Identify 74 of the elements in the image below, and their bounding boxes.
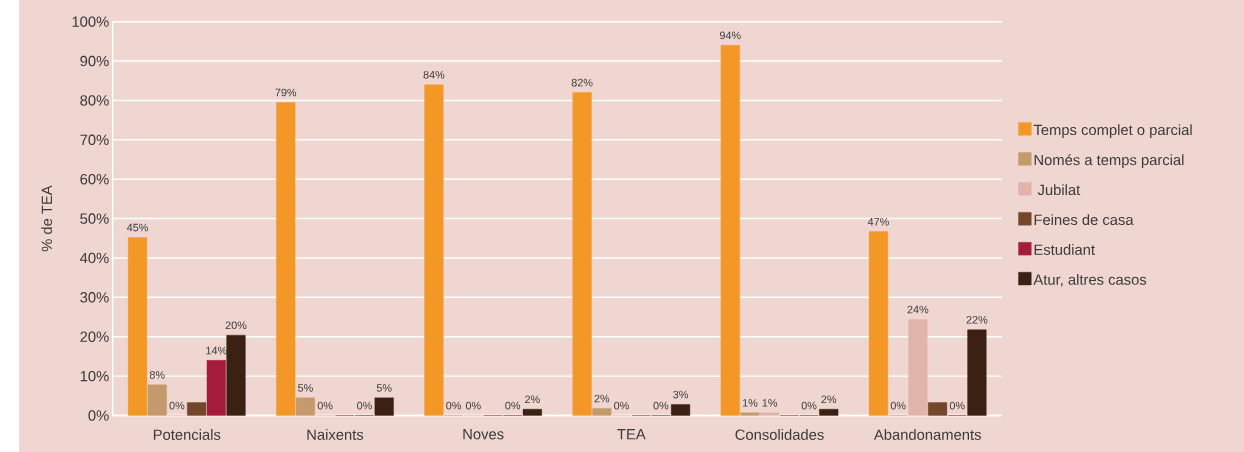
y-tick-label: 70% <box>80 134 109 146</box>
y-tick-label: 100% <box>72 16 109 27</box>
bar <box>295 397 315 416</box>
data-label: 0% <box>653 401 669 410</box>
y-axis-title: % de TEA <box>41 185 53 252</box>
data-label: 5% <box>298 384 313 392</box>
y-tick-label: 10% <box>80 370 109 382</box>
data-label: 0% <box>317 401 333 410</box>
x-tick-label: Abandonaments <box>873 429 981 440</box>
bar <box>226 334 246 416</box>
data-label: 22% <box>966 315 988 324</box>
y-tick-label: 60% <box>80 174 109 185</box>
bar <box>927 402 948 416</box>
data-label: 2% <box>594 394 610 403</box>
bar <box>374 397 394 416</box>
y-tick-label: 40% <box>79 252 109 264</box>
legend-label: Jubilat <box>1037 184 1081 196</box>
y-tick-label: 0% <box>88 410 109 421</box>
bar <box>967 329 987 416</box>
y-tick-label: 30% <box>80 292 109 303</box>
data-label: 0% <box>801 401 817 410</box>
data-label: 1% <box>762 399 778 407</box>
x-tick-label: Consolidades <box>735 429 824 440</box>
data-label: 2% <box>821 395 837 404</box>
y-tick-label: 50% <box>80 213 109 224</box>
data-label: 47% <box>867 217 889 226</box>
bar <box>424 84 444 416</box>
data-label: 24% <box>907 305 929 314</box>
legend-label: Feines de casa <box>1034 214 1134 226</box>
bar <box>276 102 296 416</box>
bar <box>740 412 760 416</box>
legend-label: Només a temps parcial <box>1034 154 1184 169</box>
bar <box>671 404 691 416</box>
data-label: 8% <box>149 371 165 379</box>
data-label: 0% <box>446 401 462 410</box>
data-label: 0% <box>357 401 372 410</box>
bar <box>720 45 740 416</box>
bar <box>187 402 207 416</box>
bar <box>206 360 226 416</box>
bar <box>819 409 839 416</box>
data-label: 84% <box>423 70 445 79</box>
bar <box>522 409 542 416</box>
x-tick-label: Noves <box>463 429 504 440</box>
data-label: 79% <box>275 88 297 97</box>
y-tick-label: 80% <box>80 95 109 106</box>
bar <box>908 319 928 416</box>
data-label: 82% <box>571 78 593 87</box>
data-label: 0% <box>465 401 481 410</box>
legend-label: Atur, altres casos <box>1033 274 1147 287</box>
data-label: 1% <box>742 399 758 407</box>
x-tick-label: Naixents <box>307 429 364 440</box>
bar <box>147 384 167 416</box>
data-label: 2% <box>525 395 540 404</box>
data-label: 0% <box>505 401 521 410</box>
data-label: 45% <box>126 223 148 232</box>
data-label: 0% <box>169 401 185 410</box>
bar <box>868 231 889 416</box>
legend-label: Estudiant <box>1034 244 1095 255</box>
data-label: 20% <box>225 321 247 330</box>
bar <box>572 92 592 416</box>
x-tick-label: TEA <box>617 429 646 440</box>
legend-label: Temps complet o parcial <box>1033 124 1192 139</box>
bar <box>592 408 612 416</box>
data-label: 0% <box>890 401 906 410</box>
y-tick-label: 20% <box>80 331 109 342</box>
data-label: 3% <box>673 390 688 399</box>
data-label: 5% <box>376 384 392 392</box>
bar <box>127 237 148 416</box>
x-tick-label: Potencials <box>153 429 221 440</box>
bar <box>760 412 780 416</box>
data-label: 0% <box>614 401 629 410</box>
data-label: 94% <box>719 31 741 40</box>
y-tick-label: 90% <box>80 55 109 67</box>
data-label: 0% <box>949 401 965 410</box>
